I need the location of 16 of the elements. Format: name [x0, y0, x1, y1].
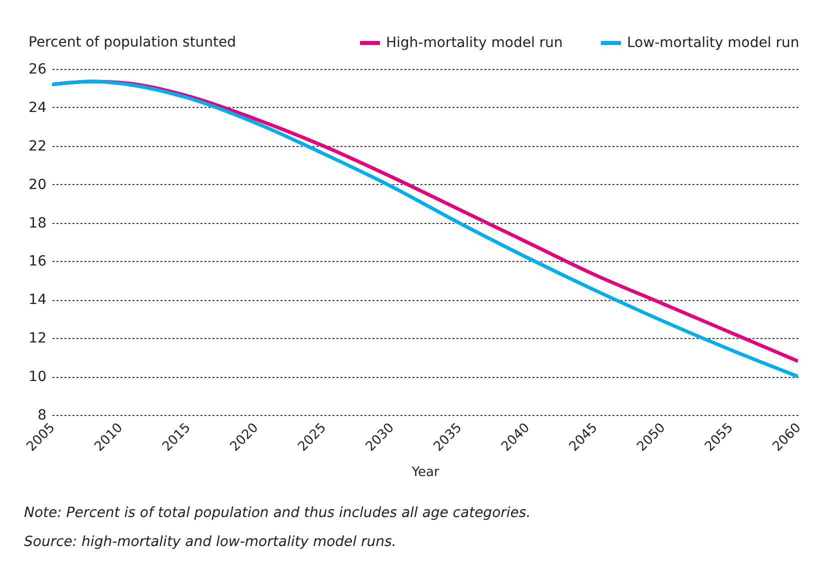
y-tick-label: 24 [28, 100, 47, 116]
y-axis-title: Percent of population stunted [28, 34, 236, 50]
x-axis-title: Year [410, 464, 440, 480]
legend-label: Low-mortality model run [627, 35, 800, 51]
y-tick-label: 12 [28, 330, 46, 347]
y-tick-label: 14 [28, 292, 47, 308]
y-tick-label: 22 [28, 138, 46, 154]
y-tick-label: 26 [28, 62, 47, 78]
source-note: Source: high-mortality and low-mortality model runs. [24, 534, 398, 550]
y-tick-label: 20 [28, 176, 46, 193]
text: Note: Percent is of total population and thus includes all age categories. [24, 505, 531, 521]
y-tick-label: 18 [28, 215, 46, 232]
y-tick-label: 8 [38, 408, 46, 424]
y-tick-label: 10 [28, 369, 46, 386]
y-tick-label: 16 [28, 254, 47, 270]
legend-label: High-mortality model run [386, 35, 563, 51]
